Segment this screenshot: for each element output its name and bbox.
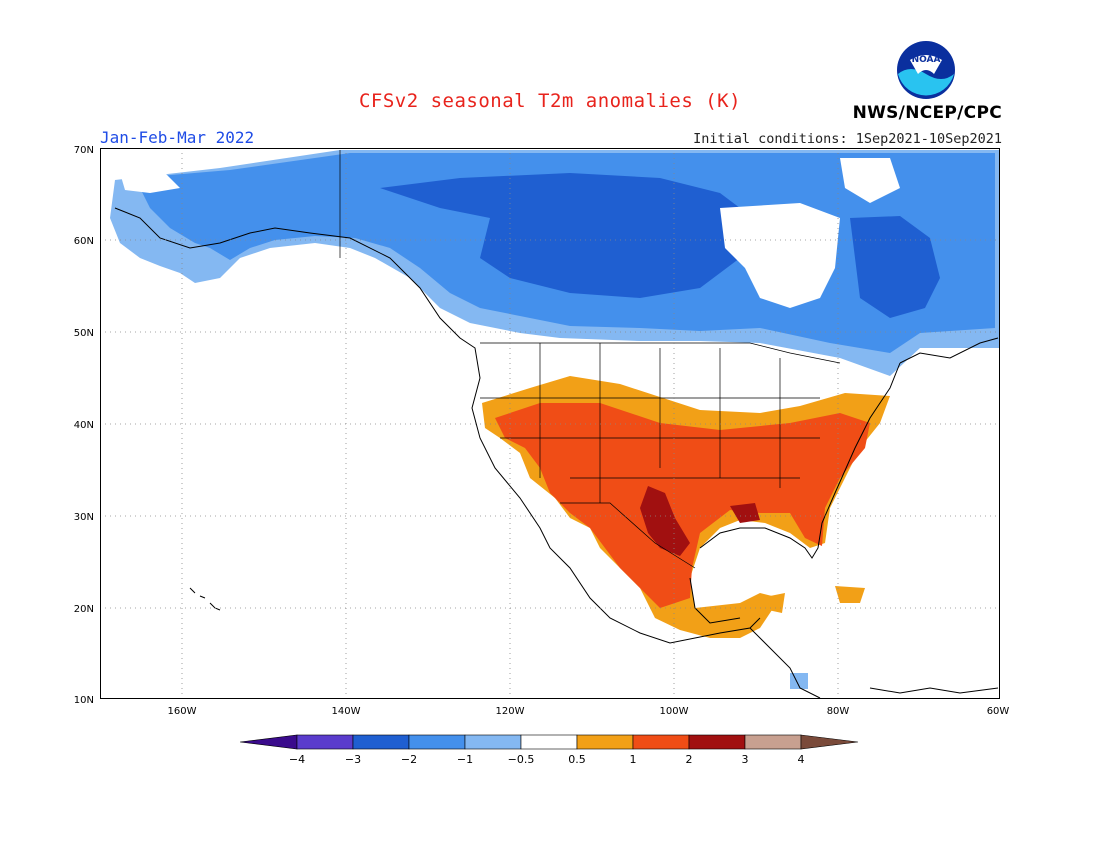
colorbar-swatch [632,734,690,750]
noaa-logo: NOAA [897,41,955,99]
lat-label: 10N [74,695,94,706]
colorbar-swatch [520,734,578,750]
colorbar-label: 1 [630,753,637,766]
colorbar-label: −0.5 [508,753,535,766]
colorbar-label: 0.5 [568,753,586,766]
cold-anomaly-dark [380,173,940,318]
agency-label: NWS/NCEP/CPC [852,103,1002,123]
colorbar-labels: −4 −3 −2 −1 −0.5 0.5 1 2 3 4 [289,753,805,766]
lon-label: 160W [168,706,197,717]
lat-label: 20N [74,604,94,615]
colorbar: −4 −3 −2 −1 −0.5 0.5 1 2 3 4 [240,734,859,766]
svg-text:NOAA: NOAA [912,55,941,65]
colorbar-label: 2 [686,753,693,766]
longitude-labels: 160W 140W 120W 100W 80W 60W [168,706,1010,717]
lat-label: 50N [74,328,94,339]
colorbar-label: 3 [742,753,749,766]
lat-label: 40N [74,420,94,431]
warm-anomaly-darkred [640,486,760,556]
map-title: CFSv2 seasonal T2m anomalies (K) [358,90,742,112]
lon-label: 100W [660,706,689,717]
colorbar-swatch [576,734,634,750]
lon-label: 60W [987,706,1010,717]
lon-label: 140W [332,706,361,717]
colorbar-arrow-low [240,734,298,750]
colorbar-label: −4 [289,753,305,766]
lon-label: 80W [827,706,850,717]
lat-label: 70N [74,145,94,156]
colorbar-swatches [240,734,859,750]
lat-label: 30N [74,512,94,523]
colorbar-swatch [296,734,354,750]
initial-conditions: Initial conditions: 1Sep2021-10Sep2021 [693,131,1002,147]
colorbar-label: −2 [401,753,417,766]
anomaly-map [100,148,1000,699]
colorbar-swatch [688,734,746,750]
colorbar-swatch [744,734,802,750]
colorbar-swatch [408,734,466,750]
latitude-labels: 70N 60N 50N 40N 30N 20N 10N [74,145,94,706]
neutral-patches-north [120,158,900,308]
colorbar-swatch [352,734,410,750]
lon-label: 120W [496,706,525,717]
colorbar-label: −3 [345,753,361,766]
warm-anomaly-red [495,403,870,608]
forecast-period: Jan-Feb-Mar 2022 [100,128,255,147]
colorbar-label: 4 [798,753,805,766]
colorbar-swatch [464,734,522,750]
colorbar-arrow-high [800,734,859,750]
graticule [100,148,1000,699]
lat-label: 60N [74,236,94,247]
coastlines [114,207,999,699]
colorbar-label: −1 [457,753,473,766]
